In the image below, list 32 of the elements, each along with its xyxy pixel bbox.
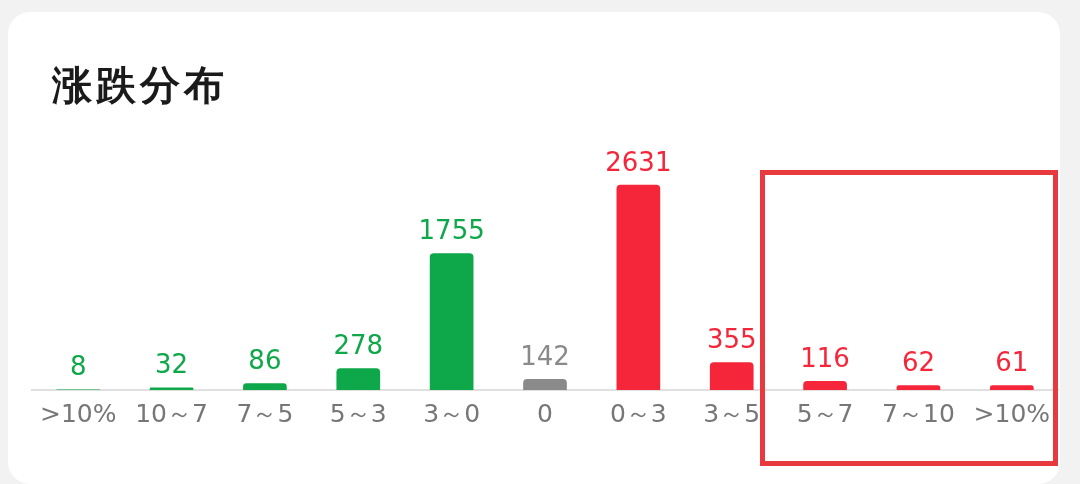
data-label: 86 (248, 345, 282, 376)
chart-title: 涨跌分布 (52, 61, 228, 110)
x-tick-label: >10% (973, 398, 1051, 428)
x-tick-label: 3～5 (703, 398, 761, 428)
data-label: 8 (69, 351, 87, 382)
x-tick-label: >10% (39, 398, 117, 428)
x-tick-label: 7～5 (236, 398, 294, 428)
bar (243, 383, 287, 390)
data-label: 1755 (418, 214, 485, 245)
bar (896, 385, 941, 390)
x-tick-label: 7～10 (882, 398, 955, 428)
data-label: 278 (333, 330, 384, 361)
bar (709, 362, 754, 390)
x-tick-label: 10～7 (135, 398, 208, 428)
x-tick-label: 0～3 (609, 398, 667, 428)
x-tick-label: 5～7 (796, 398, 854, 428)
x-tick-label: 3～0 (423, 398, 481, 428)
data-label: 142 (520, 340, 570, 371)
data-label: 116 (800, 342, 850, 373)
data-label: 61 (995, 346, 1029, 377)
bar (616, 184, 661, 390)
data-label: 2631 (605, 146, 672, 177)
data-label: 32 (155, 349, 189, 380)
bar (523, 378, 567, 390)
x-tick-label: 0 (537, 398, 553, 428)
bar (989, 385, 1034, 390)
data-label: 355 (706, 324, 757, 355)
data-label: 62 (901, 346, 935, 377)
bar (336, 368, 381, 390)
bar (429, 253, 474, 390)
x-tick-label: 5～3 (329, 398, 387, 428)
bar (803, 380, 847, 390)
